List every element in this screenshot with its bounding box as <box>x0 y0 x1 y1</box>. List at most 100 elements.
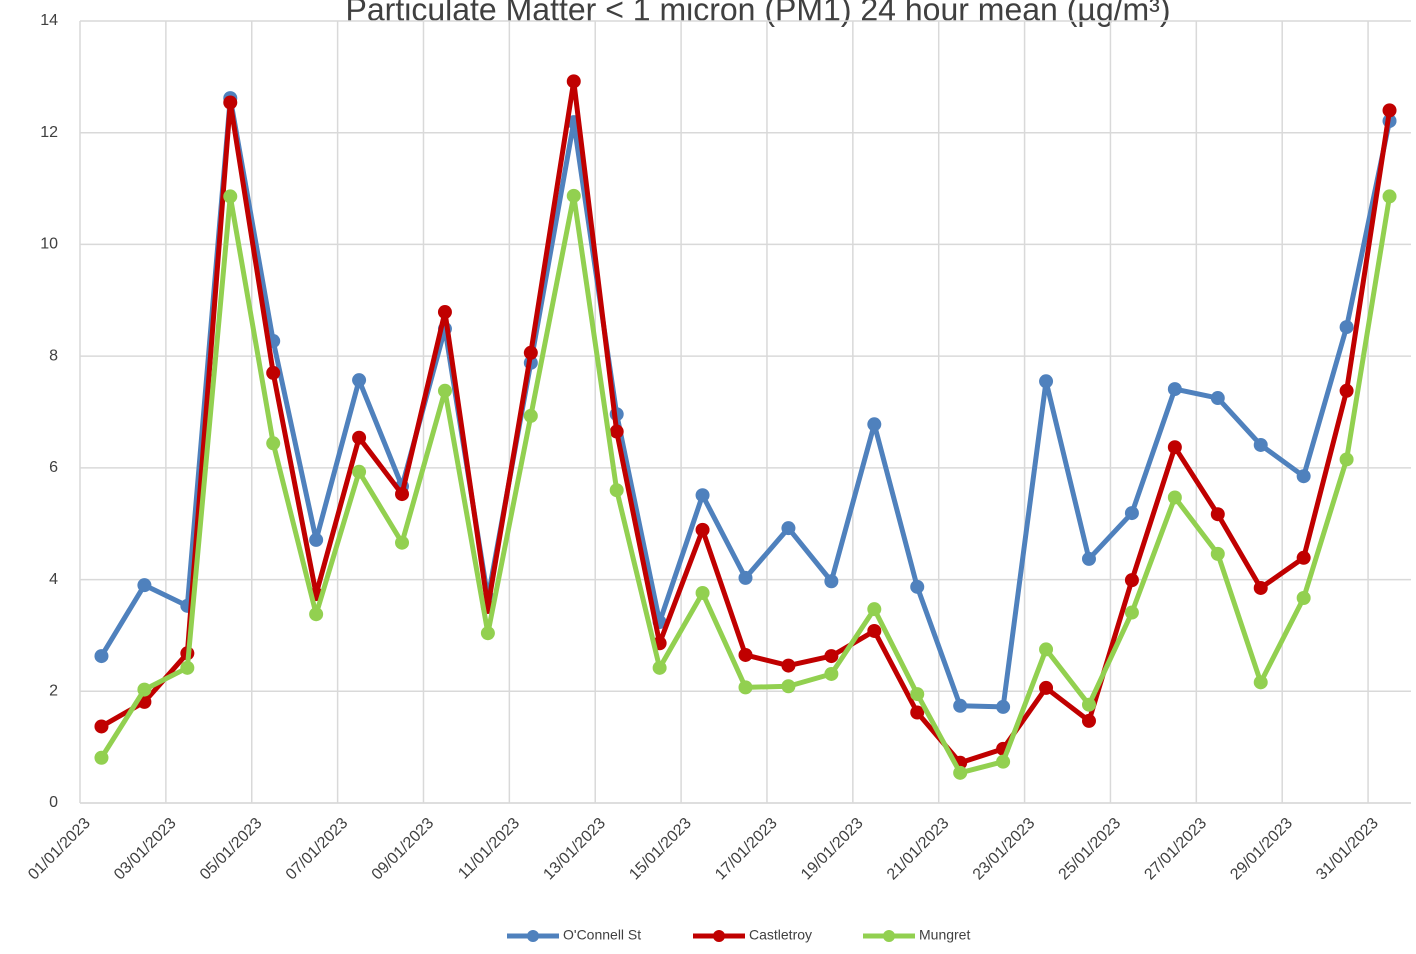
chart-title: Particulate Matter < 1 micron (PM1) 24 h… <box>346 0 1171 27</box>
data-point <box>395 535 410 550</box>
legend-marker <box>713 930 725 942</box>
data-point <box>781 658 796 673</box>
data-point <box>352 464 367 479</box>
y-tick-label: 0 <box>49 794 58 811</box>
data-point <box>953 698 968 713</box>
y-tick-label: 10 <box>40 236 58 253</box>
data-point <box>1210 546 1225 561</box>
x-tick-label: 17/01/2023 <box>712 815 781 884</box>
data-point <box>824 574 839 589</box>
data-point <box>824 666 839 681</box>
data-point <box>523 408 538 423</box>
data-point <box>1210 507 1225 522</box>
data-point <box>437 383 452 398</box>
data-point <box>94 649 109 664</box>
data-point <box>566 188 581 203</box>
data-point <box>781 679 796 694</box>
data-point <box>1039 680 1054 695</box>
data-point <box>1382 189 1397 204</box>
x-tick-label: 23/01/2023 <box>970 815 1039 884</box>
data-point <box>1339 320 1354 335</box>
data-point <box>94 750 109 765</box>
data-point <box>738 570 753 585</box>
y-tick-label: 8 <box>49 347 58 364</box>
data-point <box>1339 383 1354 398</box>
data-point <box>1253 580 1268 595</box>
x-tick-label: 27/01/2023 <box>1141 815 1210 884</box>
data-point <box>266 365 281 380</box>
data-point <box>1382 103 1397 118</box>
data-point <box>352 373 367 388</box>
x-tick-label: 25/01/2023 <box>1056 815 1125 884</box>
data-point <box>1124 506 1139 521</box>
data-point <box>266 436 281 451</box>
data-point <box>94 719 109 734</box>
x-tick-label: 31/01/2023 <box>1313 815 1382 884</box>
legend-label: O'Connell St <box>563 927 641 943</box>
data-point <box>867 417 882 432</box>
x-tick-label: 19/01/2023 <box>798 815 867 884</box>
data-point <box>1081 697 1096 712</box>
data-point <box>609 483 624 498</box>
data-point <box>695 488 710 503</box>
y-tick-label: 4 <box>49 571 58 588</box>
y-tick-label: 12 <box>40 124 58 141</box>
data-point <box>910 579 925 594</box>
x-tick-label: 15/01/2023 <box>626 815 695 884</box>
data-point <box>824 649 839 664</box>
legend-label: Mungret <box>919 927 970 943</box>
data-point <box>1124 605 1139 620</box>
data-point <box>867 602 882 617</box>
data-point <box>180 660 195 675</box>
y-tick-label: 2 <box>49 683 58 700</box>
data-point <box>566 74 581 89</box>
x-tick-label: 05/01/2023 <box>197 815 266 884</box>
data-point <box>137 682 152 697</box>
data-point <box>953 765 968 780</box>
x-tick-label: 03/01/2023 <box>111 815 180 884</box>
data-point <box>996 754 1011 769</box>
data-point <box>1081 713 1096 728</box>
data-point <box>1253 437 1268 452</box>
data-point <box>223 95 238 110</box>
data-point <box>1210 391 1225 406</box>
data-point <box>910 705 925 720</box>
data-point <box>738 647 753 662</box>
data-point <box>781 521 796 536</box>
data-point <box>480 626 495 641</box>
data-point <box>1039 374 1054 389</box>
data-point <box>1167 490 1182 505</box>
data-point <box>523 345 538 360</box>
data-point <box>996 699 1011 714</box>
data-point <box>695 585 710 600</box>
data-point <box>1253 675 1268 690</box>
data-point <box>1339 452 1354 467</box>
data-point <box>1081 551 1096 566</box>
data-point <box>352 430 367 445</box>
data-point <box>1167 382 1182 397</box>
data-point <box>609 424 624 439</box>
data-point <box>309 532 324 547</box>
legend-marker <box>527 930 539 942</box>
y-tick-label: 6 <box>49 459 58 476</box>
x-tick-label: 07/01/2023 <box>283 815 352 884</box>
x-tick-label: 29/01/2023 <box>1227 815 1296 884</box>
x-tick-label: 13/01/2023 <box>540 815 609 884</box>
data-point <box>1296 591 1311 606</box>
data-point <box>738 680 753 695</box>
x-tick-label: 09/01/2023 <box>369 815 438 884</box>
data-point <box>1296 469 1311 484</box>
x-tick-label: 11/01/2023 <box>455 815 523 883</box>
legend-label: Castletroy <box>749 927 812 943</box>
data-point <box>1124 573 1139 588</box>
x-tick-label: 01/01/2023 <box>25 815 94 884</box>
data-point <box>1167 440 1182 455</box>
data-point <box>395 487 410 502</box>
data-point <box>309 607 324 622</box>
data-point <box>910 687 925 702</box>
legend-marker <box>883 930 895 942</box>
data-point <box>437 305 452 320</box>
data-point <box>695 522 710 537</box>
x-tick-label: 21/01/2023 <box>884 815 953 884</box>
